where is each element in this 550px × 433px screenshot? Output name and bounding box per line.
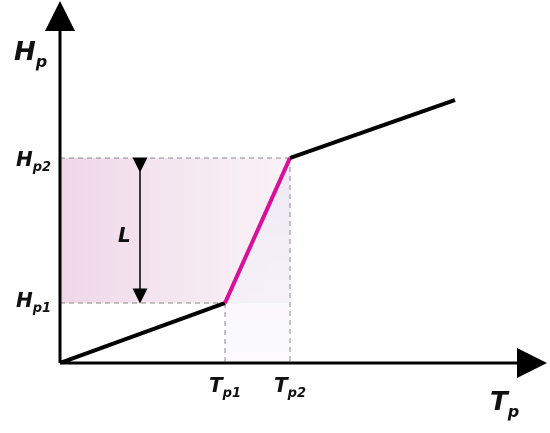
label-sub: p: [35, 52, 47, 71]
y-axis-label: Hp: [14, 37, 47, 71]
h2-label: Hp2: [16, 147, 51, 175]
h1-label: Hp1: [16, 288, 51, 316]
steep-segment: [223, 157, 292, 304]
label-sub: p2: [287, 386, 306, 401]
label-main: H: [16, 288, 33, 312]
span-label: L: [118, 223, 131, 247]
label-main: H: [14, 37, 36, 67]
label-main: T: [209, 373, 224, 397]
segment: [289, 98, 456, 160]
label-main: T: [490, 387, 510, 417]
label-sub: p2: [32, 160, 51, 175]
segment: [59, 301, 226, 365]
t2-label: Tp2: [274, 373, 306, 401]
label-sub: p1: [222, 386, 241, 401]
label-main: T: [274, 373, 289, 397]
x-axis-label: Tp: [490, 387, 519, 421]
label-sub: p1: [32, 301, 51, 316]
t1-label: Tp1: [209, 373, 241, 401]
shaded-region: [225, 158, 290, 363]
label-sub: p: [507, 402, 519, 421]
label-main: H: [16, 147, 33, 171]
